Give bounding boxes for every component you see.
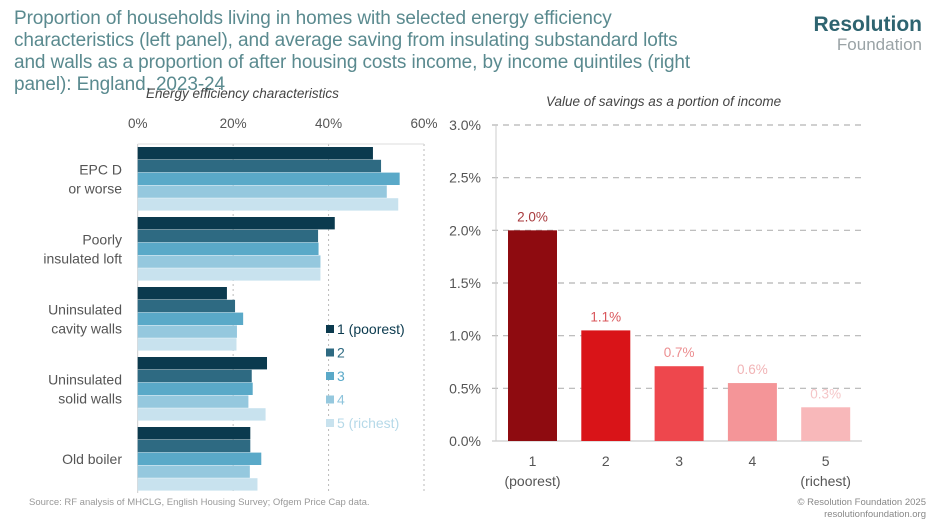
data-label: 0.7% <box>664 345 695 360</box>
bar-5-4 <box>137 465 250 478</box>
bar-1-5 <box>137 198 399 211</box>
logo-line-2: Foundation <box>836 35 922 54</box>
chart-title: Proportion of households living in homes… <box>14 8 691 95</box>
bar-4-3 <box>137 382 253 395</box>
bar-3-4 <box>137 325 237 338</box>
bar-4-5 <box>137 408 266 421</box>
legend-label: 5 (richest) <box>337 415 399 431</box>
x-tick-label: 1 <box>529 453 537 469</box>
bar-2-3 <box>137 242 319 255</box>
y-tick-label: 0.5% <box>449 380 481 396</box>
bar-quintile-3 <box>654 366 704 441</box>
bar-1-1 <box>137 147 373 160</box>
legend-swatch <box>326 395 334 404</box>
bar-3-1 <box>137 287 227 300</box>
category-label: Uninsulated <box>48 302 122 318</box>
category-label: or worse <box>68 181 122 197</box>
x-tick-label: 60% <box>410 116 437 131</box>
x-tick-label: 0% <box>128 116 148 131</box>
bar-quintile-5 <box>801 407 851 441</box>
y-tick-label: 2.0% <box>449 222 481 238</box>
bar-5-2 <box>137 439 251 453</box>
bar-1-2 <box>137 159 382 173</box>
website-text: resolutionfoundation.org <box>824 509 926 520</box>
bar-5-1 <box>137 427 251 440</box>
bar-quintile-2 <box>581 330 631 441</box>
x-tick-label: 20% <box>220 116 247 131</box>
x-tick-label: 5 <box>822 453 830 469</box>
bar-3-3 <box>137 312 244 325</box>
legend-label: 4 <box>337 392 345 408</box>
resolution-foundation-logo: Resolution Foundation <box>814 14 923 54</box>
legend-swatch <box>326 348 334 357</box>
legend-swatch <box>326 372 334 380</box>
bar-quintile-1 <box>508 230 557 441</box>
category-label: solid walls <box>58 391 122 407</box>
copyright-note: © Resolution Foundation 2025 resolutionf… <box>798 497 926 521</box>
data-label: 0.6% <box>737 362 768 377</box>
data-label: 1.1% <box>590 309 621 324</box>
x-tick-label: 3 <box>675 453 683 469</box>
data-label: 2.0% <box>517 209 548 224</box>
y-tick-label: 0.0% <box>449 433 481 449</box>
legend-label: 1 (poorest) <box>337 321 405 337</box>
category-label: Poorly <box>82 232 122 248</box>
bar-quintile-4 <box>727 383 777 441</box>
category-label: Old boiler <box>62 451 122 467</box>
x-tick-label: 40% <box>315 116 342 131</box>
category-label: cavity walls <box>51 321 122 337</box>
y-tick-label: 1.5% <box>449 275 481 291</box>
bar-3-5 <box>137 338 237 351</box>
copyright-text: © Resolution Foundation 2025 <box>797 497 926 508</box>
y-tick-label: 3.0% <box>449 117 481 133</box>
bar-3-2 <box>137 299 236 313</box>
logo-line-1: Resolution <box>813 13 923 36</box>
x-tick-label: (poorest) <box>504 473 560 489</box>
bar-4-1 <box>137 357 268 370</box>
source-note: Source: RF analysis of MHCLG, English Ho… <box>29 497 370 508</box>
category-label: insulated loft <box>43 251 122 267</box>
bar-5-3 <box>137 452 262 465</box>
bar-2-5 <box>137 268 321 281</box>
x-tick-label: 2 <box>602 453 610 469</box>
bar-4-2 <box>137 369 252 383</box>
data-label: 0.3% <box>810 386 841 401</box>
legend-swatch <box>326 419 334 427</box>
bar-2-4 <box>137 255 321 268</box>
legend-swatch <box>326 325 334 333</box>
legend-label: 2 <box>337 345 345 361</box>
right-panel-title: Value of savings as a portion of income <box>546 94 782 109</box>
category-label: Uninsulated <box>48 372 122 388</box>
x-tick-label: 4 <box>749 453 757 469</box>
x-tick-label: (richest) <box>800 473 851 489</box>
bar-2-1 <box>137 217 335 230</box>
bar-1-4 <box>137 185 387 198</box>
y-tick-label: 2.5% <box>449 170 481 186</box>
category-label: EPC D <box>79 162 122 178</box>
left-panel-title: Energy efficiency characteristics <box>146 86 339 101</box>
bar-2-2 <box>137 229 319 243</box>
bar-1-3 <box>137 172 400 185</box>
bar-4-4 <box>137 395 249 408</box>
legend-label: 3 <box>337 368 345 384</box>
y-tick-label: 1.0% <box>449 328 481 344</box>
bar-5-5 <box>137 478 258 491</box>
